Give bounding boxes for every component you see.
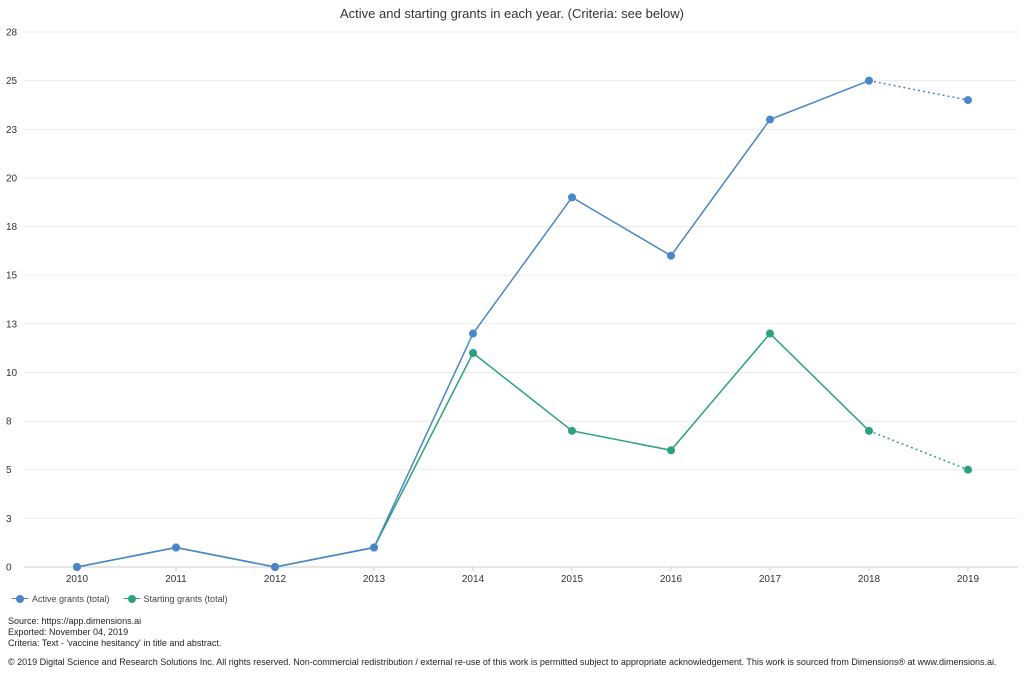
source-notes: Source: https://app.dimensions.ai Export… xyxy=(8,616,221,649)
x-tick-label: 2013 xyxy=(363,574,386,585)
chart-area: 0 3 5 8 10 13 15 18 20 23 25 28 2010 2011 2012 2013 2014… xyxy=(6,28,1018,586)
x-tick-label: 2014 xyxy=(462,574,485,585)
grid xyxy=(24,31,1018,568)
series-projected-segment-0 xyxy=(868,79,969,101)
data-point xyxy=(370,543,378,552)
legend-swatch-starting xyxy=(123,595,140,603)
legend-item-active-grants[interactable]: Active grants (total) xyxy=(12,594,110,604)
data-point xyxy=(568,426,576,435)
data-point xyxy=(172,543,180,552)
y-tick-label: 25 xyxy=(6,76,18,87)
source-text: Source: https://app.dimensions.ai xyxy=(8,616,142,626)
x-tick-label: 2019 xyxy=(957,574,980,585)
data-point xyxy=(964,465,972,474)
data-point xyxy=(73,563,81,571)
y-tick-label: 23 xyxy=(6,125,18,136)
y-tick-label: 10 xyxy=(6,368,18,379)
data-point xyxy=(865,76,873,85)
x-tick-label: 2017 xyxy=(759,574,782,585)
data-point xyxy=(865,426,873,435)
legend: Active grants (total) Starting grants (t… xyxy=(12,594,228,604)
axes: 0 3 5 8 10 13 15 18 20 23 25 28 2010 2011 2012 2013 2014… xyxy=(6,28,980,586)
y-tick-label: 20 xyxy=(6,173,18,184)
y-tick-label: 18 xyxy=(6,222,18,233)
series-projected-segment-1 xyxy=(868,430,969,471)
data-point xyxy=(568,193,576,202)
x-tick-label: 2010 xyxy=(66,574,89,585)
copyright-text: © 2019 Digital Science and Research Solu… xyxy=(8,657,997,667)
legend-item-starting-grants[interactable]: Starting grants (total) xyxy=(123,594,228,604)
legend-label-starting: Starting grants (total) xyxy=(143,594,228,604)
data-point xyxy=(271,563,279,571)
x-tick-label: 2018 xyxy=(858,574,881,585)
series-line-1 xyxy=(76,332,870,568)
data-point xyxy=(667,446,675,455)
data-point xyxy=(469,349,477,357)
series xyxy=(73,76,972,571)
y-tick-label: 0 xyxy=(6,563,12,574)
x-tick-label: 2011 xyxy=(165,574,187,585)
y-tick-label: 3 xyxy=(6,514,12,525)
y-tick-label: 15 xyxy=(6,271,18,282)
exported-text: Exported: November 04, 2019 xyxy=(8,627,129,637)
x-tick-label: 2015 xyxy=(561,574,584,585)
legend-swatch-active xyxy=(12,595,28,603)
data-point xyxy=(766,115,774,124)
y-tick-label: 8 xyxy=(6,417,12,428)
data-point xyxy=(964,96,972,105)
x-tick-label: 2016 xyxy=(660,574,683,585)
chart-title: Active and starting grants in each year.… xyxy=(340,6,684,21)
y-tick-label: 13 xyxy=(6,319,18,330)
criteria-text: Criteria: Text - 'vaccine hesitancy' in … xyxy=(8,638,222,648)
y-tick-label: 28 xyxy=(6,28,18,39)
data-point xyxy=(766,329,774,338)
y-tick-label: 5 xyxy=(6,465,12,476)
data-point xyxy=(667,251,675,260)
legend-label-active: Active grants (total) xyxy=(32,594,110,604)
x-tick-label: 2012 xyxy=(264,574,287,585)
data-point xyxy=(469,329,477,338)
